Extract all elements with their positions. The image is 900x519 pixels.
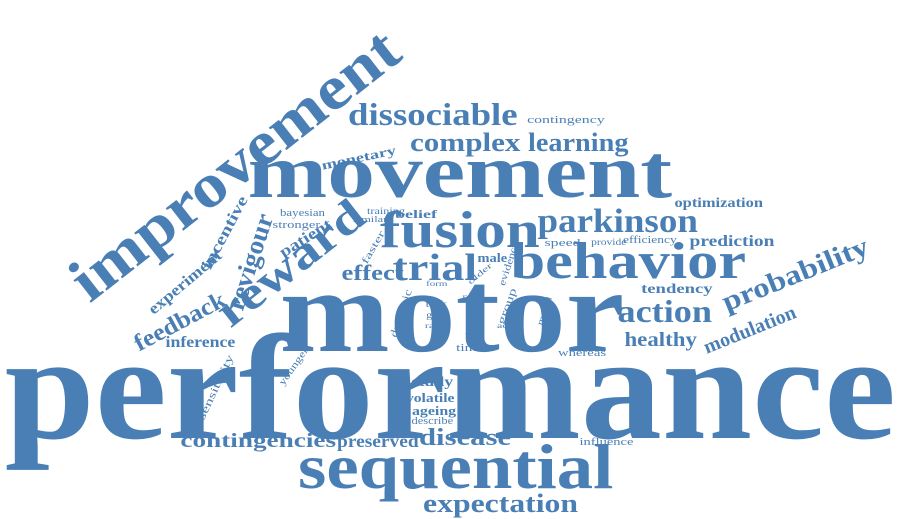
word-performance: performance [4,305,896,471]
word-male: male [477,249,507,265]
word-volatile: volatile [405,389,455,405]
word-tendency: tendency [641,282,713,297]
word-trial: trial [392,247,478,289]
word-influence: influence [579,435,633,448]
word-whereas: whereas [557,346,607,359]
word-sequential: sequential [297,431,613,502]
word-expectation: expectation [422,489,578,518]
word-prediction: prediction [689,233,775,250]
word-training: training [367,205,405,216]
word-efficiency: efficiency [623,233,677,246]
word-belief: belief [395,207,437,221]
word-effect: effect [340,260,404,285]
word-describe: describe [411,414,453,427]
word-behavior: behavior [510,233,747,290]
word-optimization: optimization [673,196,763,211]
word-bayesian: bayesian [279,208,325,219]
word-movement: movement [247,130,673,214]
word-stronger: stronger [272,220,320,231]
word-pro: pro [461,292,479,301]
word-contingencies: contingencies [180,430,337,452]
word-task: task [425,298,447,309]
word-gain: gain [426,309,448,320]
word-speed: speed [543,236,581,249]
word-preserved: preserved [337,431,419,451]
word-rapid: rapid [424,321,450,330]
word-action: action [617,293,713,329]
word-form: form [426,279,448,288]
word-fusion: fusion [380,202,540,259]
word-contingency: contingency [527,113,605,126]
word-parkinson: parkinson [537,203,698,240]
word-motor: motor [279,246,625,377]
word-study: study [411,375,453,390]
word-adult: adult [497,321,521,330]
word-disease: disease [418,425,512,451]
word-time: time [456,341,484,354]
word-inference: inference [165,334,235,351]
word-similar: similar [352,215,388,224]
word-dissociable: dissociable [348,96,518,132]
word-learning: learning [527,128,629,157]
word-ageing: ageing [411,402,457,418]
word-healthy: healthy [623,329,697,351]
word-provide: provide [591,236,627,247]
word-complex: complex [409,128,521,157]
